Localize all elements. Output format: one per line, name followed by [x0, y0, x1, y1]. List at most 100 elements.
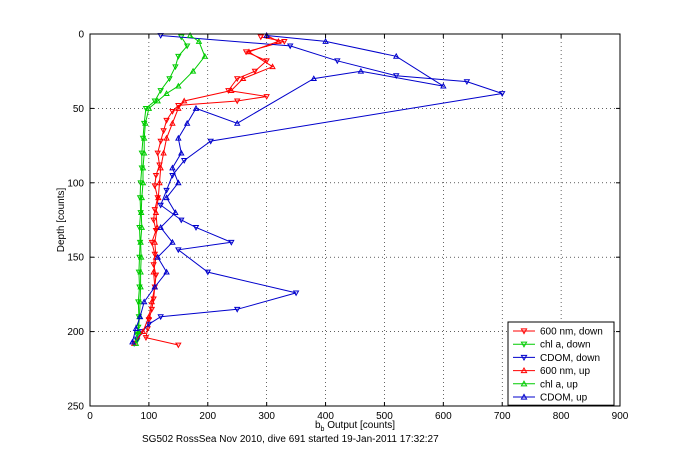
- data-point: [292, 290, 300, 297]
- data-point: [334, 58, 341, 65]
- legend-marker: [520, 366, 528, 374]
- series-line: [133, 35, 503, 344]
- data-point: [269, 63, 276, 70]
- data-point: [322, 38, 329, 44]
- data-point: [169, 119, 176, 126]
- data-point: [163, 268, 170, 275]
- data-point: [157, 164, 164, 171]
- data-point: [155, 194, 162, 201]
- data-point: [310, 75, 318, 82]
- data-point: [251, 68, 259, 75]
- x-axis-label-subscript: b: [321, 426, 325, 433]
- data-point: [169, 238, 176, 245]
- data-point: [201, 52, 209, 59]
- plot-frame: [89, 33, 621, 407]
- data-point: [175, 247, 182, 254]
- legend-marker: [520, 341, 528, 348]
- x-tick-label: 100: [141, 411, 158, 422]
- y-tick-label: 50: [73, 104, 85, 115]
- data-point: [286, 43, 294, 50]
- series-chl-a-up: [132, 32, 209, 346]
- data-point: [172, 64, 179, 71]
- data-point: [160, 128, 167, 135]
- x-tick-label: 200: [199, 411, 216, 422]
- data-point: [183, 119, 191, 126]
- data-point: [136, 298, 144, 305]
- x-tick-label: 600: [435, 411, 452, 422]
- data-point: [180, 97, 188, 104]
- data-point: [163, 134, 170, 141]
- x-tick-label: 900: [612, 411, 629, 422]
- legend-label: chl a, down: [540, 340, 591, 351]
- data-point: [150, 268, 157, 275]
- data-point: [150, 217, 157, 224]
- data-point: [233, 98, 241, 105]
- data-point: [152, 209, 160, 215]
- legend-label: CDOM, up: [540, 393, 588, 404]
- data-point: [392, 52, 400, 59]
- data-point: [138, 224, 146, 230]
- data-point: [172, 209, 179, 215]
- data-point: [175, 82, 182, 89]
- data-point: [145, 104, 153, 111]
- data-point: [463, 79, 471, 86]
- legend-marker: [520, 328, 528, 335]
- data-point: [166, 76, 173, 83]
- data-point: [228, 239, 235, 246]
- data-point: [140, 298, 148, 305]
- data-point: [357, 67, 365, 74]
- data-point: [136, 313, 144, 320]
- legend-marker: [520, 393, 528, 400]
- data-point: [140, 149, 148, 156]
- data-point: [139, 179, 147, 186]
- y-tick-label: 250: [67, 402, 84, 413]
- data-point: [233, 76, 241, 83]
- data-point: [145, 321, 153, 328]
- data-point: [178, 149, 185, 156]
- data-point: [189, 67, 197, 74]
- series-cdom-up: [129, 32, 447, 345]
- x-tick-label: 700: [494, 411, 511, 422]
- data-point: [392, 73, 400, 80]
- x-axis-label-b: b: [315, 420, 321, 431]
- legend-box: [507, 321, 615, 406]
- data-point: [135, 328, 142, 335]
- y-tick-label: 200: [67, 327, 84, 338]
- data-point: [169, 172, 176, 179]
- legend-label: 600 nm, down: [540, 327, 603, 338]
- series-cdom-down: [130, 33, 506, 347]
- legend-marker: [520, 354, 528, 362]
- data-point: [132, 325, 140, 332]
- data-point: [153, 224, 161, 230]
- data-point: [157, 88, 164, 94]
- data-point: [139, 328, 147, 335]
- data-point: [175, 104, 182, 111]
- data-point: [135, 269, 143, 276]
- series-line: [135, 35, 206, 344]
- data-point: [129, 338, 136, 345]
- data-point: [137, 268, 144, 275]
- data-point: [275, 38, 282, 44]
- data-point: [133, 332, 141, 339]
- data-point: [263, 94, 270, 100]
- data-point: [195, 38, 203, 44]
- series-line: [133, 35, 280, 344]
- series-600-nm-down: [142, 34, 288, 349]
- data-point: [136, 195, 144, 202]
- x-axis-label-rest: Output [counts]: [324, 420, 395, 431]
- data-point: [144, 326, 151, 333]
- data-point: [137, 238, 144, 245]
- data-point: [138, 194, 146, 201]
- data-point: [157, 202, 164, 209]
- data-point: [163, 187, 170, 194]
- series-line: [131, 35, 444, 343]
- legend-label: 600 nm, up: [540, 366, 590, 377]
- data-point: [140, 134, 148, 141]
- series-line: [145, 36, 285, 346]
- series-layer: [129, 32, 506, 349]
- data-point: [204, 269, 212, 276]
- data-point: [239, 75, 247, 82]
- x-tick-label: 800: [553, 411, 570, 422]
- data-point: [257, 34, 265, 41]
